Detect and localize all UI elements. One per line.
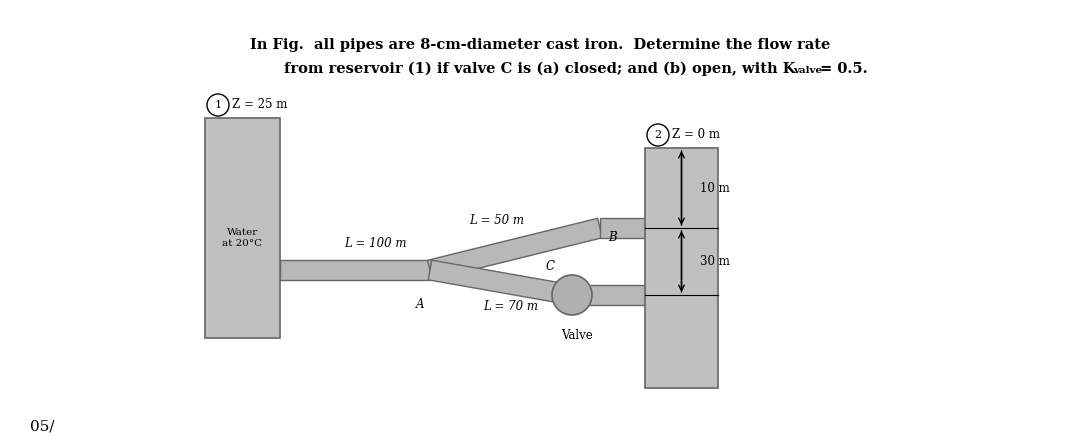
Polygon shape — [572, 285, 645, 305]
Text: Valve: Valve — [562, 329, 593, 342]
Text: 2: 2 — [654, 130, 662, 140]
Polygon shape — [600, 218, 645, 238]
Text: valve: valve — [793, 66, 822, 75]
Polygon shape — [428, 218, 603, 280]
Text: 1: 1 — [215, 100, 221, 110]
Text: 30 m: 30 m — [700, 255, 729, 268]
Text: Water
at 20°C: Water at 20°C — [222, 228, 262, 248]
Text: L = 100 m: L = 100 m — [343, 237, 406, 250]
Text: L = 70 m: L = 70 m — [484, 300, 539, 314]
Text: Z = 0 m: Z = 0 m — [672, 128, 720, 142]
Text: L = 50 m: L = 50 m — [470, 214, 525, 227]
Circle shape — [207, 94, 229, 116]
Text: from reservoir (1) if valve C is (a) closed; and (b) open, with K: from reservoir (1) if valve C is (a) clo… — [284, 62, 796, 76]
Polygon shape — [280, 260, 430, 280]
Text: In Fig.  all pipes are 8-cm-diameter cast iron.  Determine the flow rate: In Fig. all pipes are 8-cm-diameter cast… — [249, 38, 831, 52]
Text: A: A — [416, 298, 424, 311]
Text: = 0.5.: = 0.5. — [815, 62, 867, 76]
Polygon shape — [429, 260, 573, 305]
Text: C: C — [545, 260, 554, 273]
Text: B: B — [608, 231, 617, 244]
Bar — [645, 148, 718, 388]
Text: Z = 25 m: Z = 25 m — [232, 98, 287, 112]
Text: 05/: 05/ — [30, 420, 54, 434]
Circle shape — [647, 124, 669, 146]
Bar — [205, 118, 280, 338]
Text: 10 m: 10 m — [700, 182, 729, 194]
Circle shape — [552, 275, 592, 315]
